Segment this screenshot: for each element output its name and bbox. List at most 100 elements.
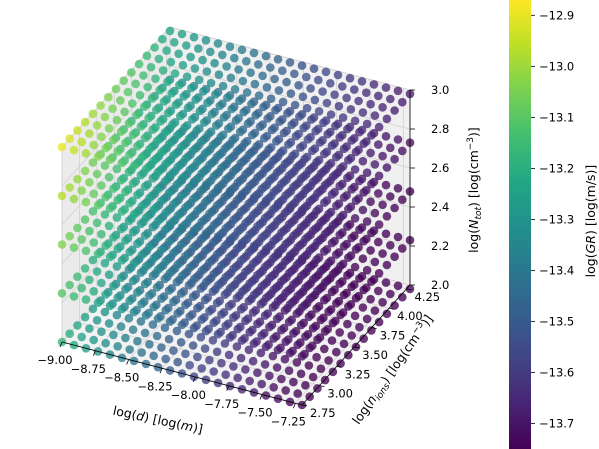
scatter-point xyxy=(175,80,184,90)
scatter-point xyxy=(249,48,259,58)
z-tick-label: 2.6 xyxy=(431,161,449,175)
scatter-point xyxy=(148,174,158,183)
scatter-point xyxy=(73,272,82,282)
scatter-point xyxy=(73,223,82,233)
scatter-point xyxy=(382,309,392,319)
scatter-point xyxy=(109,281,118,291)
scatter-point xyxy=(140,182,150,191)
scatter-point xyxy=(185,263,194,273)
scatter-point xyxy=(355,322,364,332)
scatter-point xyxy=(398,244,407,253)
scatter-point xyxy=(161,257,170,266)
scatter-point xyxy=(366,148,375,158)
scatter-point xyxy=(127,68,136,77)
scatter-point xyxy=(131,79,140,89)
scatter-point xyxy=(208,189,218,199)
scatter-point xyxy=(378,249,387,258)
scatter-point xyxy=(261,342,271,352)
scatter-point xyxy=(153,216,163,226)
scatter-point xyxy=(292,260,302,270)
scatter-point xyxy=(96,101,105,110)
scatter-point xyxy=(112,310,122,320)
scatter-point xyxy=(195,106,205,116)
scatter-point xyxy=(85,226,94,236)
scatter-point xyxy=(121,187,130,197)
scatter-point xyxy=(297,303,307,312)
scatter-point xyxy=(89,238,98,247)
scatter-point xyxy=(128,276,138,286)
scatter-point xyxy=(109,135,118,145)
scatter-point xyxy=(273,296,283,306)
scatter-point xyxy=(245,181,254,191)
scatter-point xyxy=(121,333,130,343)
scatter-point xyxy=(328,172,338,182)
scatter-point xyxy=(163,77,172,87)
scatter-point xyxy=(93,249,103,259)
scatter-point xyxy=(320,344,329,354)
scatter-point xyxy=(136,268,146,278)
scatter-point xyxy=(212,152,222,162)
scatter-point xyxy=(309,64,319,73)
scatter-point xyxy=(272,265,282,275)
scatter-point xyxy=(218,81,228,91)
scatter-point xyxy=(181,300,190,310)
scatter-point xyxy=(225,42,235,51)
scatter-point xyxy=(140,328,150,338)
scatter-point xyxy=(245,279,254,288)
scatter-point xyxy=(88,255,98,265)
scatter-point xyxy=(350,165,360,174)
scatter-point xyxy=(85,324,94,333)
scatter-point xyxy=(77,332,86,342)
scatter-point xyxy=(224,124,233,133)
scatter-point xyxy=(224,155,234,165)
scatter-point xyxy=(335,230,345,240)
scatter-point xyxy=(196,284,206,293)
scatter-point xyxy=(212,250,222,259)
scatter-point xyxy=(232,147,242,156)
scatter-point xyxy=(314,107,324,116)
colorbar-tick-label: −13.1 xyxy=(539,110,574,124)
scatter-point xyxy=(218,50,227,60)
scatter-point xyxy=(128,325,138,335)
scatter-point xyxy=(217,212,226,222)
scatter-point xyxy=(184,232,194,241)
scatter-point xyxy=(272,217,282,226)
scatter-point xyxy=(227,104,236,114)
scatter-point xyxy=(350,311,360,321)
colorbar-ticks: −12.9 −13.0 −13.1 −13.2 −13.3 −13.4 −13.5 −13.6… xyxy=(531,8,574,431)
scatter-point xyxy=(284,268,294,278)
scatter-point xyxy=(116,322,126,331)
scatter-point xyxy=(165,317,175,326)
scatter-point xyxy=(88,207,98,216)
scatter-point xyxy=(228,135,237,145)
scatter-point xyxy=(108,104,117,113)
scatter-point xyxy=(145,145,154,154)
x-axis-ticks: −9.00−8.75−8.50−8.25−8.00−7.75−7.50−7.25 xyxy=(37,341,306,428)
scatter-point xyxy=(133,239,142,248)
scatter-point xyxy=(239,107,248,117)
scatter-point xyxy=(125,296,134,306)
scatter-point xyxy=(304,312,314,322)
scatter-point xyxy=(382,212,392,221)
scatter-point xyxy=(124,265,134,274)
scatter-point xyxy=(97,278,106,288)
scatter-point xyxy=(268,205,278,215)
scatter-point xyxy=(65,231,74,241)
scatter-point xyxy=(241,219,250,228)
scatter-point xyxy=(129,259,139,268)
scatter-point xyxy=(57,191,67,201)
scatter-point xyxy=(100,258,110,268)
scatter-point xyxy=(351,293,361,303)
scatter-point xyxy=(176,191,186,201)
scatter-point xyxy=(281,239,291,249)
scatter-point xyxy=(312,206,321,216)
scatter-point xyxy=(152,105,161,115)
scatter-point xyxy=(290,100,300,110)
scatter-point xyxy=(157,343,166,352)
scatter-point xyxy=(305,246,315,255)
scatter-point xyxy=(229,215,238,225)
scatter-point xyxy=(153,167,163,177)
scatter-point xyxy=(213,232,223,241)
scatter-point xyxy=(335,328,345,337)
scatter-point xyxy=(320,247,329,256)
